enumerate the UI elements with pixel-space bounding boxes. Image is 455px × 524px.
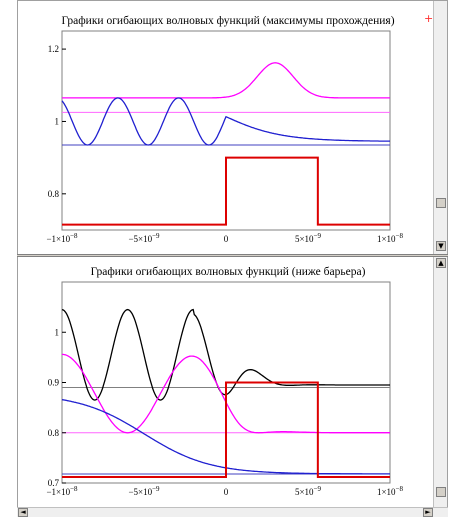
upper-vertical-scrollbar[interactable] <box>433 1 447 254</box>
x-tick-label: 1×10−8 <box>377 232 404 244</box>
series-line <box>62 62 390 99</box>
y-tick-label: 0.8 <box>48 428 60 438</box>
chart-transmission-maxima: Графики огибающих волновых функций (макс… <box>46 15 403 244</box>
chart-below-barrier: Графики огибающих волновых функций (ниже… <box>46 266 403 497</box>
x-tick-label: −5×10−9 <box>128 485 160 497</box>
lower-scroll-thumb[interactable] <box>436 487 446 497</box>
y-tick-label: 1 <box>55 327 60 337</box>
chart-title: Графики огибающих волновых функций (макс… <box>61 15 394 27</box>
x-tick-label: −1×10−8 <box>46 485 78 497</box>
scroll-right-button[interactable]: ► <box>423 508 433 517</box>
series-line <box>61 97 390 146</box>
y-tick-label: 1.2 <box>48 44 59 54</box>
x-tick-label: 0 <box>224 487 229 497</box>
plot-area <box>61 30 391 231</box>
y-tick-label: 0.9 <box>48 378 60 388</box>
series-line <box>62 381 390 478</box>
x-tick-label: −5×10−9 <box>128 232 160 244</box>
y-tick-label: 0.7 <box>48 478 60 488</box>
x-tick-label: −1×10−8 <box>46 232 78 244</box>
series-line <box>62 156 390 226</box>
x-tick-label: 5×10−9 <box>295 485 322 497</box>
x-tick-label: 5×10−9 <box>295 232 322 244</box>
x-tick-label: 0 <box>224 234 229 244</box>
lower-vertical-scrollbar[interactable] <box>433 257 447 507</box>
lower-scroll-up-button[interactable]: ▲ <box>436 258 446 268</box>
y-tick-label: 0.8 <box>48 189 60 199</box>
upper-scroll-down-button[interactable]: ▼ <box>436 241 446 251</box>
insertion-marker: + <box>424 12 434 25</box>
y-tick-label: 1 <box>55 116 60 126</box>
upper-scroll-thumb[interactable] <box>436 198 446 208</box>
region-divider[interactable] <box>17 254 448 257</box>
x-tick-label: 1×10−8 <box>377 485 404 497</box>
chart-title: Графики огибающих волновых функций (ниже… <box>91 266 366 278</box>
scroll-left-button[interactable]: ◄ <box>18 508 28 517</box>
worksheet-window <box>17 0 448 517</box>
horizontal-scrollbar[interactable] <box>17 507 448 517</box>
